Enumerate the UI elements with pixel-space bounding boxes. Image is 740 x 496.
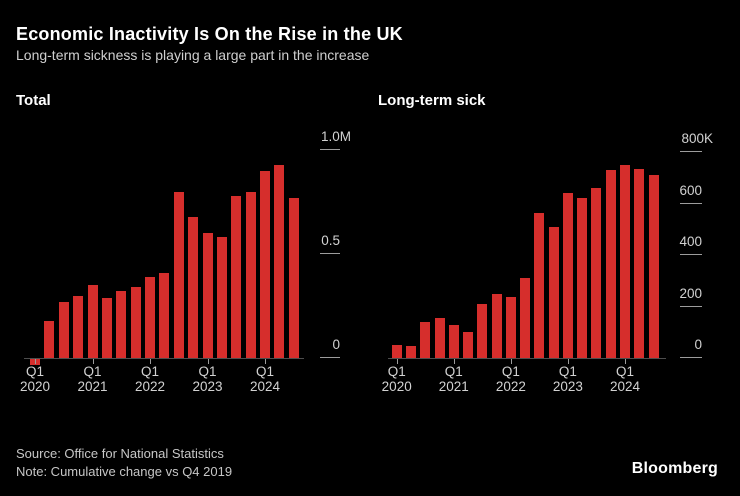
x-axis-label: Q1 2023 (192, 364, 223, 394)
y-axis-label: 600 (679, 182, 702, 198)
chart-subtitle: Long-term sickness is playing a large pa… (16, 47, 370, 63)
y-axis-label: 1.0M (320, 129, 351, 144)
bar-q3-2022 (534, 213, 545, 358)
bar-q2-2024 (634, 169, 645, 358)
note-line: Note: Cumulative change vs Q4 2019 (16, 463, 233, 479)
y-axis-label: 200 (679, 285, 702, 301)
bar-q2-2020 (44, 321, 55, 358)
x-tick-mark (207, 359, 209, 364)
x-tick-mark (396, 359, 398, 364)
y-tick-line (680, 357, 702, 358)
bar-q4-2022 (548, 227, 559, 358)
bar-q3-2021 (477, 304, 488, 358)
x-axis-line (388, 358, 666, 359)
panel-title-long-term-sick: Long-term sick (378, 92, 486, 109)
x-axis-label: Q1 2024 (249, 364, 281, 394)
bar-q2-2023 (577, 198, 588, 358)
y-tick-line (320, 357, 340, 358)
footer-notes: Source: Office for National Statistics N… (16, 445, 232, 480)
bar-q4-2022 (188, 217, 199, 358)
bar-q4-2020 (73, 296, 84, 358)
bar-q2-2021 (101, 298, 112, 358)
bar-q3-2022 (173, 192, 184, 358)
source-line: Source: Office for National Statistics (16, 446, 224, 461)
x-axis-label: Q1 2020 (19, 364, 51, 394)
x-axis-label: Q1 2021 (438, 364, 469, 394)
x-tick-mark (35, 359, 36, 364)
bar-q3-2024 (288, 198, 299, 358)
x-tick-mark (150, 359, 151, 364)
long-term-sick-bar-chart: 800K 600 400 200 0 Q1 2020 Q1 2021 Q1 2022 Q1 20… (370, 120, 740, 405)
panel-title-total: Total (16, 92, 51, 109)
bar-q2-2023 (216, 237, 227, 358)
bar-q3-2020 (420, 322, 431, 358)
x-tick-mark (265, 359, 266, 364)
x-tick-mark (567, 359, 569, 364)
y-axis-label: 800K (681, 131, 713, 146)
bar-q4-2020 (434, 318, 445, 358)
y-tick-line (320, 253, 340, 254)
bar-q4-2023 (605, 170, 616, 358)
y-axis-label: 0 (694, 337, 702, 352)
bar-q1-2023 (202, 233, 213, 358)
x-axis-label: Q1 2021 (77, 364, 108, 394)
total-bar-chart: 1.0M 0.5 0 Q1 2020 Q1 2021 Q1 2022 Q1 2023 Q1 2… (0, 120, 370, 405)
x-axis-label: Q1 2023 (552, 364, 583, 394)
y-tick-line (680, 305, 702, 307)
x-axis-label: Q1 2022 (495, 364, 526, 394)
x-axis-line (24, 358, 304, 359)
y-axis-label: 0 (332, 337, 340, 352)
bar-q4-2023 (245, 192, 256, 358)
bar-q2-2022 (520, 278, 531, 358)
bar-q3-2024 (648, 175, 659, 358)
bar-q1-2020 (391, 345, 402, 358)
bar-q3-2020 (58, 302, 69, 358)
bar-q3-2023 (231, 196, 242, 358)
x-axis-label: Q1 2022 (134, 364, 166, 394)
bar-q1-2021 (448, 325, 459, 358)
x-tick-mark (510, 359, 512, 364)
bloomberg-logo: Bloomberg (631, 460, 718, 477)
y-tick-line (680, 151, 702, 152)
x-tick-mark (453, 359, 455, 364)
chart-title: Economic Inactivity Is On the Rise in th… (16, 24, 403, 44)
bar-q2-2021 (463, 332, 474, 358)
bar-q2-2022 (159, 273, 170, 358)
y-axis-label: 0.5 (321, 233, 340, 248)
bar-q2-2020 (405, 346, 416, 358)
bar-q1-2022 (145, 277, 155, 358)
bar-q3-2023 (591, 188, 602, 358)
bar-q1-2023 (562, 193, 573, 358)
bar-q2-2024 (274, 165, 285, 358)
bar-q4-2021 (491, 294, 502, 358)
bar-q1-2021 (87, 285, 98, 358)
x-tick-mark (92, 359, 94, 364)
bar-q1-2022 (505, 297, 516, 358)
y-axis-label: 400 (679, 234, 702, 249)
bar-q4-2021 (130, 287, 141, 358)
bar-q3-2021 (116, 291, 127, 358)
x-tick-mark (625, 359, 627, 364)
x-axis-label: Q1 2020 (381, 364, 412, 394)
bar-q1-2024 (620, 165, 631, 358)
y-tick-line (680, 202, 702, 204)
bar-q1-2024 (260, 171, 270, 358)
y-tick-line (320, 149, 340, 150)
x-axis-label: Q1 2024 (609, 364, 641, 394)
y-tick-line (680, 254, 702, 255)
